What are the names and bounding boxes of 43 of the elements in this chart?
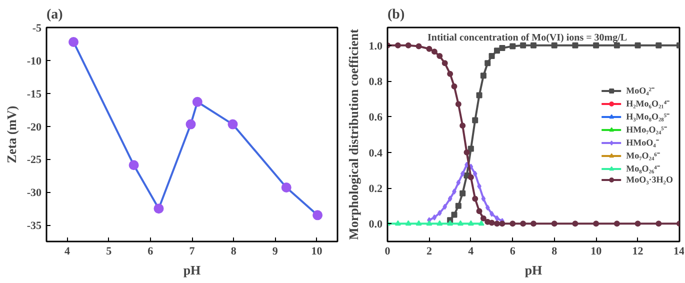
y-tick-label: 0.4 [368,147,383,160]
x-tick-label: 14 [674,246,685,258]
x-tick-label: 10 [311,246,323,258]
x-tick-label: 9 [272,246,278,258]
x-tick-label: 6 [148,246,154,258]
legend-label: HMoO₄⁻ [626,136,659,148]
legend-label: Mo₈O₂₆⁴⁻ [626,162,660,174]
chart-title: (b) [388,8,405,22]
legend-label: HMo₇O₂₄⁵⁻ [626,124,667,136]
x-tick-label: 4 [64,246,71,258]
y-tick-label: -20 [26,121,42,134]
chart-title: (a) [46,8,64,22]
y-tick-label: -35 [26,220,42,232]
legend-label: MoO₃·3H₂O [626,174,673,184]
x-tick-label: 5 [106,246,112,258]
legend-label: Mo₇O₂₄⁶⁻ [626,150,660,162]
legend-label: H₂Mo₆O₂₁⁴⁻ [626,98,670,110]
y-axis-title: Zeta (mV) [4,106,19,164]
x-tick-label: 10 [590,246,602,258]
y-tick-label: 0.6 [368,112,383,124]
y-tick-label: -10 [26,55,42,68]
x-axis-title: pH [524,262,542,278]
y-tick-label: -15 [26,88,42,100]
x-tick-label: 6 [510,246,516,258]
x-tick-label: 8 [552,246,558,258]
y-axis-title: Morphological distribution coefficient [346,28,361,240]
x-tick-label: 8 [230,246,237,258]
y-tick-label: 0.8 [368,76,383,88]
x-tick-label: 0 [384,246,391,258]
annotation: Intitial concentration of Mo(VI) ions = 30mg/L [428,32,628,44]
y-tick-label: 1.0 [368,40,383,52]
x-tick-label: 12 [632,246,644,258]
y-tick-label: -5 [32,22,42,34]
x-tick-label: 7 [189,246,196,258]
x-tick-label: 2 [426,246,432,258]
y-tick-label: -25 [26,154,42,166]
y-tick-label: 0.2 [368,183,383,195]
legend-label: MoO₄²⁻ [626,84,654,96]
y-tick-label: -30 [26,187,42,200]
y-tick-label: 0.0 [368,218,383,231]
x-axis-title: pH [183,262,201,278]
x-tick-label: 4 [468,246,474,258]
legend-label: H₃Mo₈O₂₈⁵⁻ [626,110,670,122]
